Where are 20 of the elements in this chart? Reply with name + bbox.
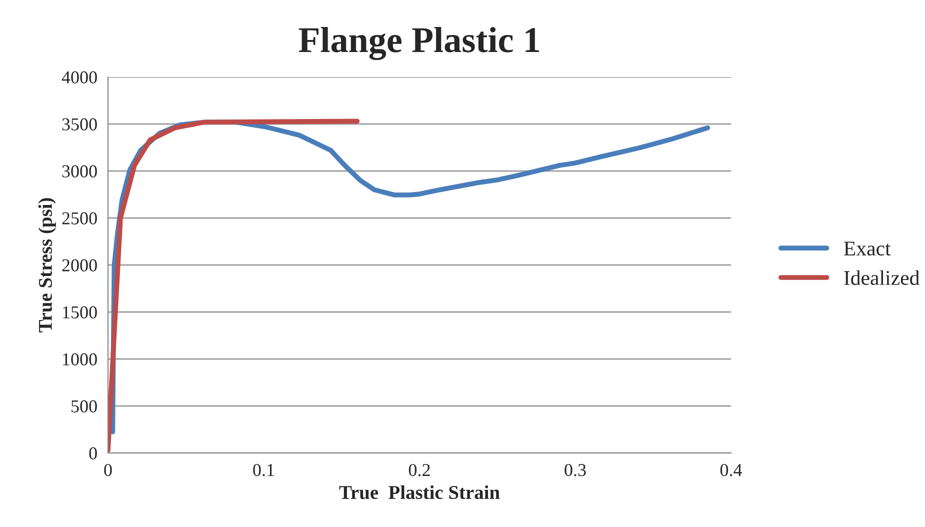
y-tick-label: 0 bbox=[89, 447, 97, 460]
y-axis-title: True Stress (psi) bbox=[38, 198, 56, 332]
y-tick-label: 4000 bbox=[62, 71, 97, 84]
x-tick-label: 0.2 bbox=[408, 464, 430, 476]
x-tick-label: 0.3 bbox=[564, 464, 586, 476]
chart-title: Flange Plastic 1 bbox=[298, 26, 539, 60]
y-tick-label: 2500 bbox=[62, 212, 97, 224]
y-tick-label: 3000 bbox=[62, 165, 97, 178]
x-axis-title: True Plastic Strain bbox=[339, 485, 500, 500]
x-tick-label: 0.4 bbox=[720, 464, 742, 476]
y-tick-label: 1500 bbox=[63, 306, 97, 318]
x-tick-label: 0 bbox=[104, 464, 112, 476]
legend-label: Exact bbox=[844, 242, 891, 256]
legend-label: Idealized bbox=[844, 270, 920, 285]
x-tick-label: 0.1 bbox=[253, 464, 274, 476]
y-tick-label: 1000 bbox=[63, 353, 97, 366]
y-tick-label: 3500 bbox=[62, 118, 97, 130]
line-series bbox=[108, 118, 360, 453]
y-tick-label: 2000 bbox=[62, 259, 97, 272]
y-tick-label: 500 bbox=[72, 400, 97, 412]
